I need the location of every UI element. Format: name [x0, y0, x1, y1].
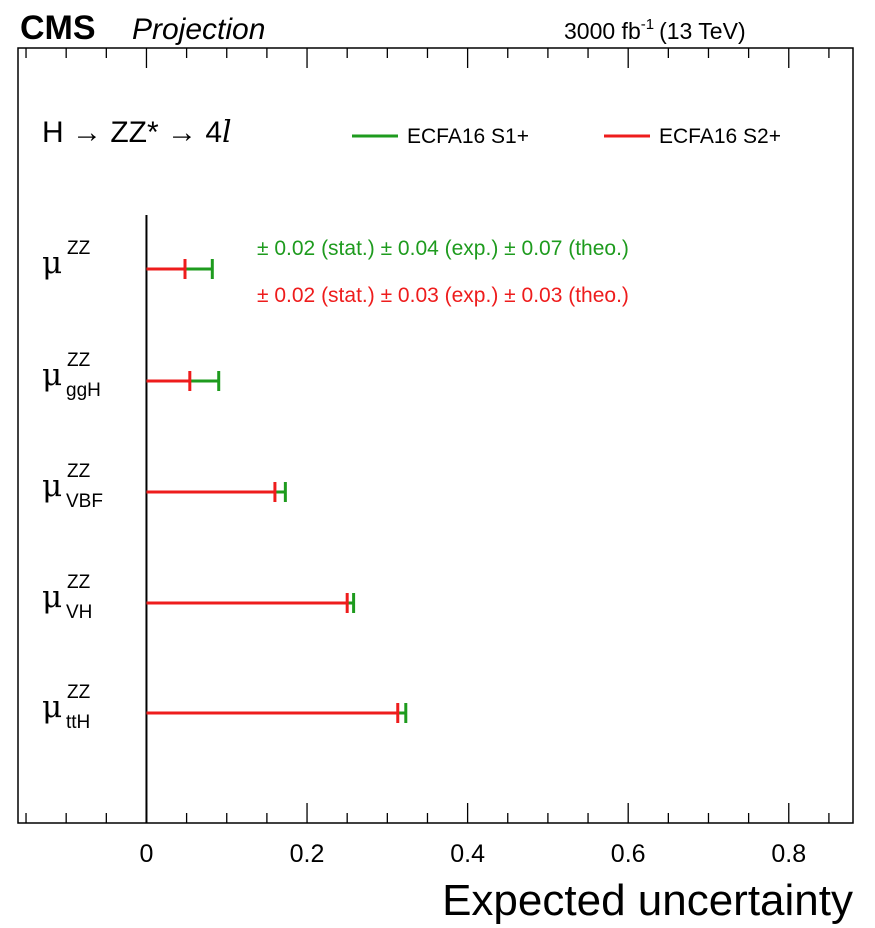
x-axis-title: Expected uncertainty [442, 876, 853, 925]
luminosity-exponent: -1 [641, 16, 654, 33]
category-subscript: VBF [66, 491, 103, 512]
category-superscript: ZZ [67, 238, 91, 259]
category-symbol: μ [42, 689, 62, 725]
luminosity-value: 3000 fb [564, 18, 641, 44]
category-superscript: ZZ [67, 682, 91, 703]
annotation-s2: ± 0.02 (stat.) ± 0.03 (exp.) ± 0.03 (the… [257, 284, 629, 307]
category-subscript: ggH [66, 380, 101, 401]
category-subscript: VH [66, 602, 92, 623]
category-label: μ ZZ ggH [42, 350, 101, 401]
x-tick-label: 0.8 [771, 840, 806, 868]
category-symbol: μ [42, 579, 62, 615]
uncertainty-bars [146, 259, 408, 723]
category-symbol: μ [42, 357, 62, 393]
legend-label-s2: ECFA16 S2+ [659, 125, 781, 148]
process-label: H → ZZ* → 4l [42, 115, 232, 150]
category-symbol: μ [42, 245, 62, 281]
energy-label: (13 TeV) [659, 18, 746, 44]
process-lepton: l [222, 115, 232, 150]
x-tick-label: 0.2 [290, 840, 325, 868]
legend-label-s1: ECFA16 S1+ [407, 125, 529, 148]
category-subscript: ttH [66, 712, 90, 733]
category-label: μ ZZ VH [42, 572, 92, 623]
projection-label: Projection [132, 13, 265, 46]
category-symbol: μ [42, 468, 62, 504]
category-label: μ ZZ [42, 238, 91, 281]
category-label: μ ZZ ttH [42, 682, 91, 733]
annotation-s1: ± 0.02 (stat.) ± 0.04 (exp.) ± 0.07 (the… [257, 237, 629, 260]
x-axis-ticks [25, 48, 830, 823]
category-superscript: ZZ [67, 350, 91, 371]
category-superscript: ZZ [67, 461, 91, 482]
luminosity-label: 3000 fb-1 (13 TeV) [564, 16, 746, 44]
x-tick-label: 0 [140, 840, 154, 868]
process-decay: H → ZZ* → 4 [42, 116, 222, 149]
experiment-label: CMS [20, 9, 96, 47]
x-axis-tick-labels: 0 0.2 0.4 0.6 0.8 [140, 840, 807, 868]
category-label: μ ZZ VBF [42, 461, 103, 512]
plot-frame [17, 47, 854, 824]
category-superscript: ZZ [67, 572, 91, 593]
x-tick-label: 0.4 [450, 840, 485, 868]
x-tick-label: 0.6 [611, 840, 646, 868]
